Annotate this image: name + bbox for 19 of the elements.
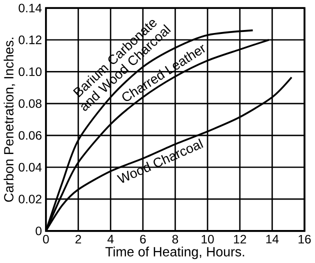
y-tick-label: 0.04 xyxy=(18,163,42,172)
x-tick-label: 0 xyxy=(43,234,49,244)
x-tick-label: 10 xyxy=(202,234,214,244)
y-tick-label: 0.06 xyxy=(18,131,42,140)
x-tick-label: 6 xyxy=(140,234,146,244)
x-axis-title: Time of Heating, Hours. xyxy=(105,246,244,260)
x-tick-label: 8 xyxy=(172,234,178,244)
y-tick-label: 0.14 xyxy=(18,4,42,12)
x-tick-label: 4 xyxy=(107,234,114,244)
y-tick-label: 0.08 xyxy=(18,99,42,108)
y-axis-title: Carbon Penetration, Inches. xyxy=(4,38,16,202)
y-tick-label: 0.12 xyxy=(18,36,42,44)
y-tick-label: 0 xyxy=(36,226,42,236)
y-tick-label: 0.02 xyxy=(18,194,42,204)
x-tick-label: 12 xyxy=(234,234,246,244)
x-tick-label: 16 xyxy=(298,234,311,244)
y-tick-label: 0.10 xyxy=(18,67,42,76)
x-tick-label: 2 xyxy=(75,234,82,244)
x-tick-label: 14 xyxy=(266,234,279,244)
